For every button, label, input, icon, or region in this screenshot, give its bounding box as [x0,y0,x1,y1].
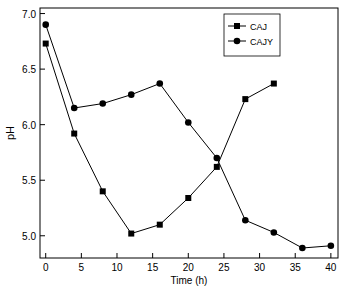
y-axis-label: pH [4,126,16,140]
legend-box [224,14,280,56]
y-tick [40,13,45,14]
chart: 0 5 10 15 20 25 30 35 40 5.0 5.5 6.0 6.5 7.0 Time (h) p… [0,0,343,287]
x-tick-label: 15 [147,262,159,273]
legend-marker [234,23,240,29]
x-tick-label: 5 [79,262,85,273]
point [299,245,306,252]
point [328,242,335,249]
x-tick-label: 30 [254,262,266,273]
x-tick-label: 20 [183,262,195,273]
y-tick-label: 7.0 [22,9,36,20]
point [156,80,163,87]
x-tick [81,253,82,258]
x-tick-label: 10 [111,262,123,273]
y-tick [40,69,45,70]
legend-marker [234,38,241,45]
y-tick-label: 5.0 [22,231,36,242]
x-tick [116,253,117,258]
x-tick-label: 35 [290,262,302,273]
series-line [46,44,274,234]
x-tick [152,253,153,258]
legend: CAJ CAJY [224,14,280,56]
y-tick [40,180,45,181]
x-tick [330,253,331,258]
y-tick-label: 6.0 [22,120,36,131]
x-tick [188,253,189,258]
point [242,217,249,224]
x-tick-label: 25 [218,262,230,273]
point [71,105,78,112]
point [128,91,135,98]
x-tick [259,253,260,258]
x-tick [45,253,46,258]
point [43,41,49,47]
point [214,164,220,170]
legend-label: CAJ [250,22,267,32]
point [271,229,278,236]
x-tick [223,253,224,258]
point [71,131,77,137]
point [42,21,49,28]
point [128,231,134,237]
x-tick-label: 40 [325,262,337,273]
point [242,96,248,102]
point [185,195,191,201]
x-axis-label: Time (h) [171,275,208,286]
y-tick [40,235,45,236]
y-tick-label: 6.5 [22,64,36,75]
plot-area [42,21,334,251]
point [157,222,163,228]
y-tick [40,124,45,125]
legend-label: CAJY [250,37,273,47]
point [99,100,106,107]
x-tick-label: 0 [43,262,49,273]
plot-frame [40,8,338,258]
point [100,188,106,194]
point [214,155,221,162]
point [185,119,192,126]
x-tick [295,253,296,258]
series-line [46,25,331,248]
point [271,81,277,87]
y-tick-label: 5.5 [22,175,36,186]
